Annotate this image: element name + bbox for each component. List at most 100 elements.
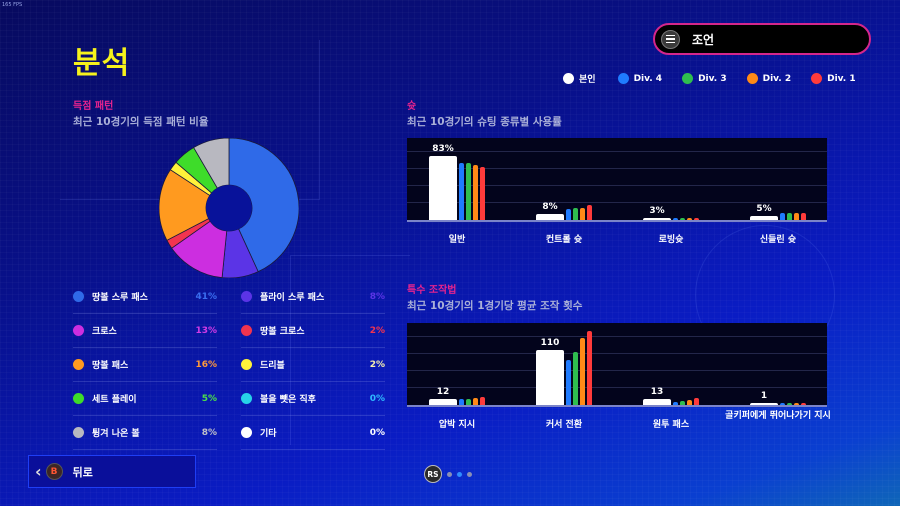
- coach-advice-button[interactable]: 조언: [653, 23, 871, 55]
- pattern-percent: 13%: [195, 325, 217, 336]
- bar-division: [480, 396, 485, 405]
- donut-hole: [206, 185, 252, 231]
- category-label: 로빙슛: [658, 235, 684, 245]
- bar-self: [750, 403, 778, 405]
- pattern-percent: 16%: [195, 359, 217, 370]
- color-dot-icon: [241, 325, 252, 336]
- bar-value-label: 12: [436, 387, 450, 398]
- bar-division: [694, 218, 699, 220]
- back-label: 뒤로: [72, 465, 93, 479]
- bar-division: [687, 400, 692, 405]
- legend-item-div3: Div. 3: [682, 72, 727, 85]
- page-dot[interactable]: [467, 471, 472, 477]
- bar-self: [643, 217, 671, 220]
- pattern-label: 기타: [260, 429, 277, 439]
- rs-stick-icon[interactable]: RS: [424, 465, 442, 483]
- page-dot-active[interactable]: [457, 471, 462, 477]
- bar-value-label: 13: [650, 386, 664, 397]
- legend-label: Div. 3: [698, 73, 727, 84]
- bar-division: [580, 338, 585, 405]
- pattern-label: 땅볼 패스: [92, 361, 129, 371]
- axis-baseline: [407, 220, 827, 222]
- shot-type-bar-chart: 83% 일반 8% 컨트롤 슛 3% 로빙슛 5% 신들린 슛: [407, 138, 827, 245]
- legend-item-div2: Div. 2: [746, 72, 791, 85]
- pattern-percent: 8%: [201, 427, 217, 438]
- bar-division: [801, 403, 806, 405]
- legend-label: Div. 4: [633, 73, 663, 84]
- gridline: [407, 353, 827, 354]
- pattern-percent: 5%: [201, 393, 217, 404]
- bar-division: [680, 400, 685, 405]
- pattern-percent: 2%: [369, 325, 385, 336]
- color-dot-icon: [73, 359, 84, 370]
- bar-division: [587, 330, 592, 405]
- scoring-section-subtitle: 최근 10경기의 득점 패턴 비율: [73, 116, 209, 128]
- bar-division: [687, 218, 692, 220]
- category-label: 신들린 슛: [759, 235, 797, 245]
- legend-item-self: 본인: [563, 72, 596, 85]
- pattern-label: 볼을 뺏은 직후: [260, 395, 316, 405]
- color-dot-icon: [241, 427, 252, 438]
- bar-division: [580, 207, 585, 220]
- pattern-label: 튕겨 나온 볼: [92, 429, 140, 439]
- category-label: 원투 패스: [652, 420, 690, 430]
- pattern-label: 땅볼 크로스: [260, 327, 305, 337]
- bar-division: [459, 162, 464, 220]
- scoring-donut-chart: [159, 138, 299, 278]
- bar-division: [673, 218, 678, 220]
- gridline: [407, 168, 827, 169]
- scoring-pattern-row: 기타 0%: [241, 416, 385, 450]
- category-label: 커서 전환: [545, 420, 583, 430]
- bar-self: [429, 155, 457, 220]
- bar-value-label: 83%: [432, 143, 454, 154]
- scoring-pattern-row: 드리블 2%: [241, 348, 385, 382]
- bar-self: [429, 399, 457, 405]
- axis-baseline: [407, 405, 827, 407]
- pattern-label: 드리블: [260, 361, 285, 371]
- color-dot-icon: [241, 359, 252, 370]
- page-title: 분석: [73, 46, 131, 81]
- page-indicator: RS: [424, 465, 472, 483]
- scoring-pattern-row: 볼을 뺏은 직후 0%: [241, 382, 385, 416]
- bar-division: [573, 351, 578, 405]
- special-section-title: 특수 조작법: [407, 285, 457, 296]
- gridline: [407, 151, 827, 152]
- back-button[interactable]: ‹ B 뒤로: [28, 455, 196, 488]
- gridline: [407, 387, 827, 388]
- gridline: [407, 370, 827, 371]
- bar-division: [780, 213, 785, 220]
- legend-dot-icon: [563, 73, 574, 84]
- bar-division: [787, 403, 792, 405]
- legend-dot-icon: [746, 73, 758, 84]
- shot-section-title: 슛: [407, 101, 417, 112]
- scoring-section-title: 득점 패턴: [73, 101, 114, 112]
- pattern-percent: 0%: [369, 427, 385, 438]
- bar-self: [750, 216, 778, 220]
- bar-self: [536, 350, 564, 405]
- legend-dot-icon: [682, 73, 694, 84]
- bar-value-label: 5%: [756, 204, 772, 215]
- page-dot[interactable]: [447, 471, 452, 477]
- gridline: [407, 202, 827, 203]
- color-dot-icon: [241, 393, 252, 404]
- bar-value-label: 3%: [649, 205, 665, 216]
- chevron-left-icon: ‹: [35, 462, 42, 481]
- bar-division: [466, 162, 471, 220]
- bar-division: [801, 213, 806, 220]
- color-dot-icon: [73, 291, 84, 302]
- scoring-pattern-row: 크로스 13%: [73, 314, 217, 348]
- bar-division: [794, 403, 799, 405]
- bar-division: [780, 403, 785, 405]
- coach-advice-label: 조언: [692, 32, 715, 47]
- scoring-pattern-row: 튕겨 나온 볼 8%: [73, 416, 217, 450]
- bar-division: [566, 209, 571, 220]
- legend-label: 본인: [579, 75, 596, 85]
- menu-icon: [661, 29, 680, 49]
- legend-dot-icon: [617, 73, 629, 84]
- bar-value-label: 1: [760, 391, 768, 401]
- bar-value-label: 8%: [542, 201, 558, 212]
- scoring-pattern-row: 땅볼 크로스 2%: [241, 314, 385, 348]
- pattern-label: 크로스: [92, 327, 117, 337]
- pattern-label: 땅볼 스루 패스: [92, 293, 148, 303]
- bar-division: [473, 165, 478, 220]
